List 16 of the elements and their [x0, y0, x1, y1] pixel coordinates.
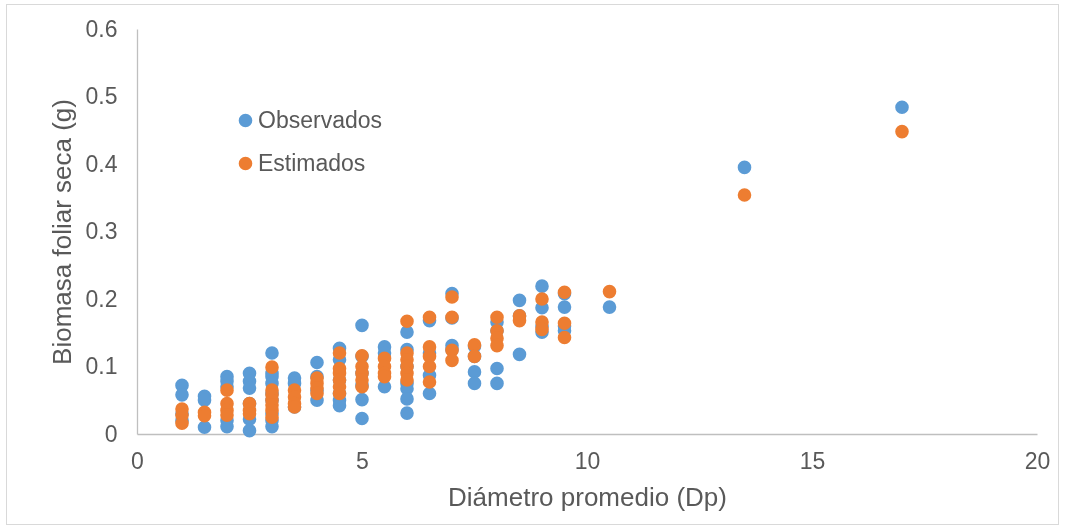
y-tick-label: 0.5 [85, 83, 118, 109]
x-axis-title: Diámetro promedio (Dp) [448, 481, 727, 512]
x-tick-label: 5 [356, 447, 369, 474]
y-axis-title: Biomasa foliar seca (g) [46, 99, 77, 365]
y-tick-label: 0.4 [85, 150, 118, 177]
y-tick-label: 0.2 [85, 285, 118, 312]
legend-label: Observados [258, 106, 383, 133]
y-tick-label: 0 [104, 420, 118, 447]
x-tick-label: 20 [1024, 447, 1051, 474]
legend-label: Estimados [258, 149, 366, 176]
y-tick-label: 0.3 [85, 218, 118, 244]
x-tick-label: 10 [574, 447, 601, 474]
x-tick-label: 15 [799, 447, 826, 474]
x-tick-label: 0 [131, 447, 144, 474]
y-tick-label: 0.6 [85, 15, 118, 42]
y-tick-label: 0.1 [85, 353, 118, 379]
